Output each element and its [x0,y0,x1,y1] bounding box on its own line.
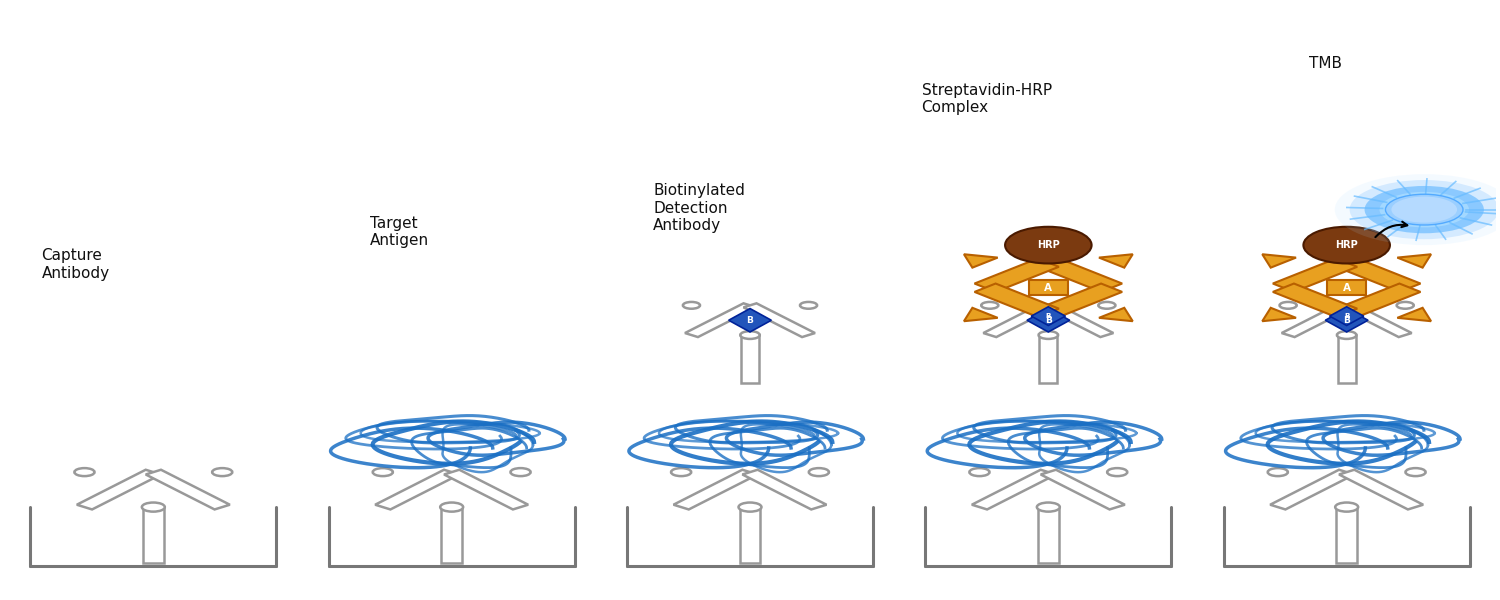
Circle shape [1268,468,1288,476]
Polygon shape [1340,304,1412,337]
Text: B: B [1342,316,1350,325]
Text: Biotinylated
Detection
Antibody: Biotinylated Detection Antibody [652,184,746,233]
Circle shape [1036,503,1060,512]
Text: A: A [1044,283,1053,293]
Text: B: B [1046,316,1052,325]
Polygon shape [1029,280,1068,295]
Polygon shape [1038,507,1059,563]
Circle shape [510,468,531,476]
Polygon shape [1281,304,1353,337]
Polygon shape [1032,307,1065,325]
Polygon shape [1338,335,1356,383]
Ellipse shape [1304,227,1390,263]
Polygon shape [1336,284,1420,317]
Polygon shape [744,304,814,337]
Polygon shape [1326,308,1368,332]
Polygon shape [441,507,462,563]
Circle shape [1336,331,1356,339]
Circle shape [1392,197,1456,223]
Text: HRP: HRP [1335,240,1358,250]
Polygon shape [1263,308,1296,321]
Circle shape [211,468,232,476]
Circle shape [1280,302,1296,309]
Polygon shape [975,259,1059,292]
Polygon shape [76,470,160,509]
Circle shape [142,503,165,512]
Polygon shape [742,470,827,509]
Polygon shape [686,304,756,337]
Circle shape [1386,194,1462,225]
Circle shape [1098,302,1116,309]
Text: Streptavidin-HRP
Complex: Streptavidin-HRP Complex [921,83,1052,115]
Circle shape [738,503,762,512]
Polygon shape [1100,254,1132,268]
Text: A: A [1342,283,1350,293]
Circle shape [740,331,760,339]
Polygon shape [1041,470,1125,509]
Text: B: B [1344,313,1350,319]
Circle shape [800,302,818,309]
Text: Capture
Antibody: Capture Antibody [42,248,110,281]
Polygon shape [1336,507,1358,563]
Circle shape [75,468,94,476]
Circle shape [1396,302,1414,309]
Circle shape [670,468,692,476]
Circle shape [969,468,990,476]
Polygon shape [142,507,164,563]
Text: B: B [1046,313,1052,319]
Circle shape [372,468,393,476]
Polygon shape [1328,280,1366,295]
Circle shape [1365,186,1484,233]
Polygon shape [674,470,758,509]
Circle shape [1107,468,1128,476]
Polygon shape [1038,259,1122,292]
Polygon shape [964,254,998,268]
Circle shape [1335,503,1358,512]
Polygon shape [740,507,760,563]
Polygon shape [1038,284,1122,317]
Polygon shape [1100,308,1132,321]
Circle shape [1038,331,1058,339]
Circle shape [1406,468,1425,476]
Polygon shape [1042,304,1113,337]
Polygon shape [1398,308,1431,321]
Polygon shape [146,470,230,509]
Polygon shape [741,335,759,383]
Circle shape [682,302,700,309]
Polygon shape [1340,470,1424,509]
Polygon shape [1274,259,1358,292]
Polygon shape [1274,284,1358,317]
Text: TMB: TMB [1310,56,1342,71]
Polygon shape [1270,470,1354,509]
Text: HRP: HRP [1036,240,1059,250]
Polygon shape [1398,254,1431,268]
Polygon shape [1336,259,1420,292]
Polygon shape [975,284,1059,317]
Circle shape [981,302,999,309]
Polygon shape [964,308,998,321]
Circle shape [1350,180,1498,239]
Polygon shape [1263,254,1296,268]
Circle shape [440,503,464,512]
Circle shape [1380,192,1468,227]
Polygon shape [444,470,528,509]
Polygon shape [729,308,771,332]
Circle shape [808,468,830,476]
Polygon shape [1028,308,1069,332]
Polygon shape [972,470,1056,509]
Polygon shape [1040,335,1058,383]
Text: B: B [747,316,753,325]
Ellipse shape [1005,227,1092,263]
Circle shape [1335,174,1500,245]
Text: Target
Antigen: Target Antigen [369,216,429,248]
Polygon shape [375,470,459,509]
Polygon shape [1329,307,1364,325]
Polygon shape [984,304,1054,337]
